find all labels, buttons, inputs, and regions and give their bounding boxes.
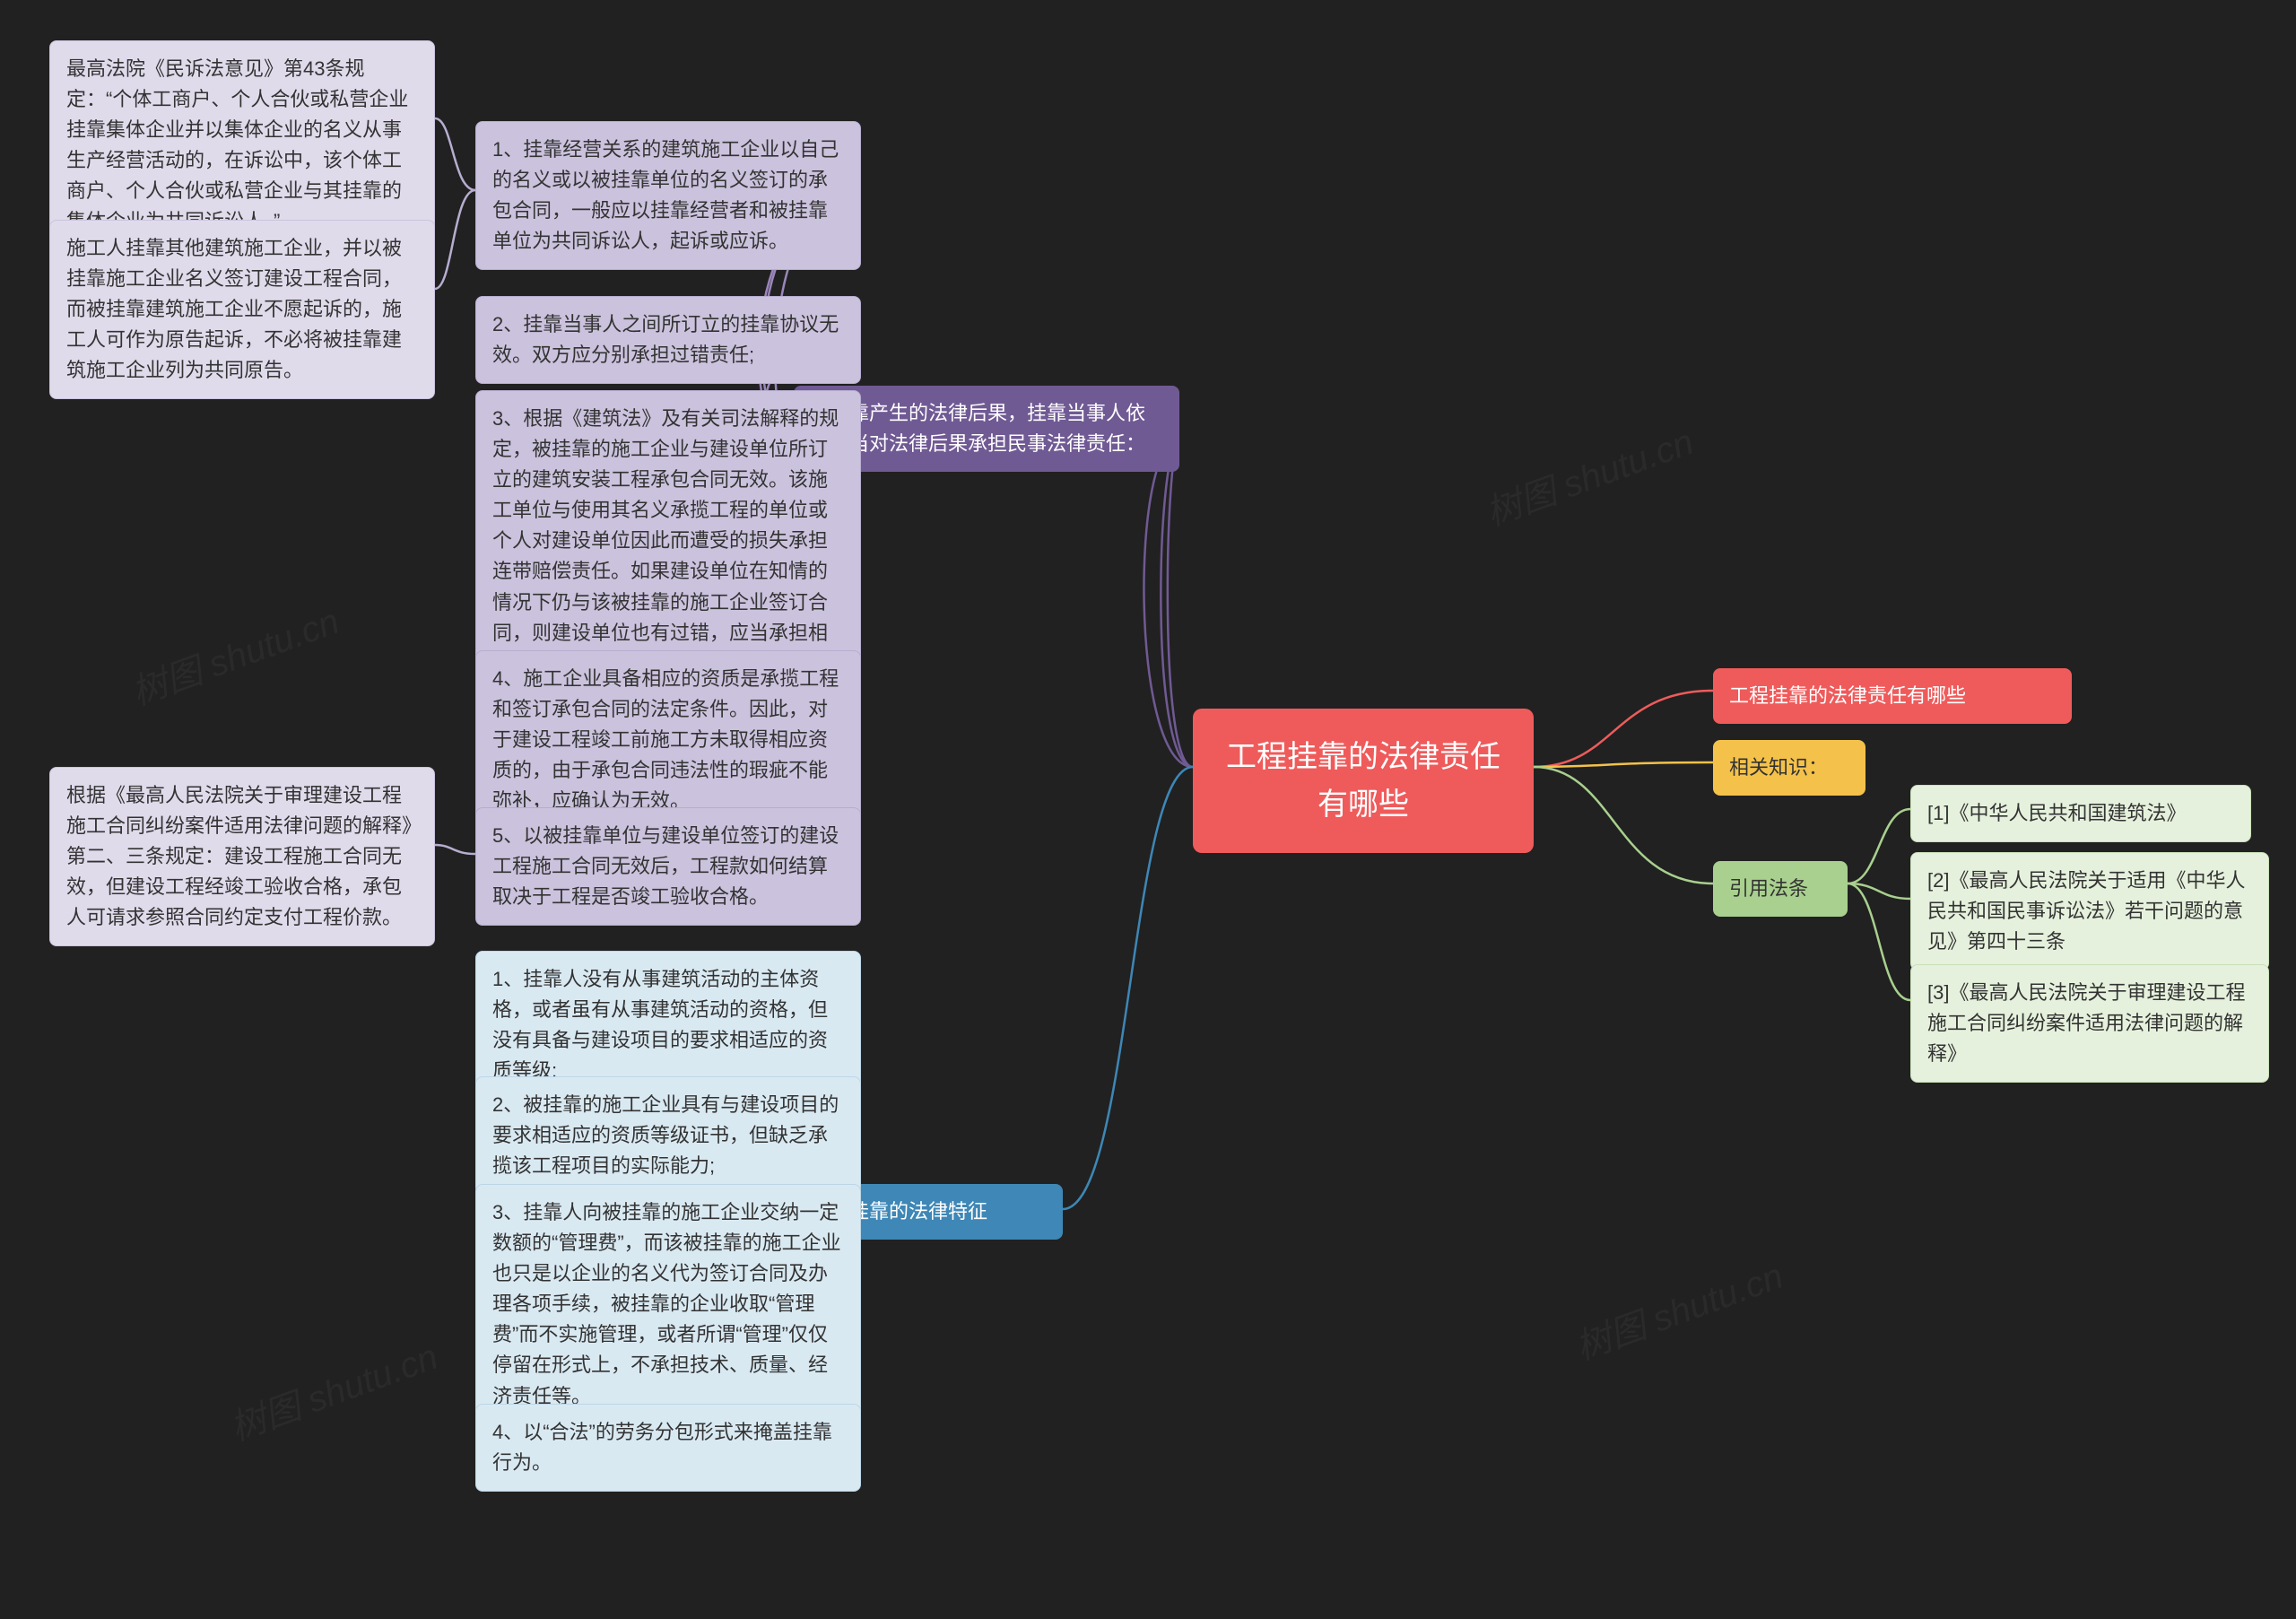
root-label: 工程挂靠的法律责任有哪些 <box>1226 740 1500 822</box>
purple-leaf-1b-label: 施工人挂靠其他建筑施工企业，并以被挂靠施工企业名义签订建设工程合同，而被挂靠建筑… <box>66 237 402 381</box>
purple-mid-2[interactable]: 2、挂靠当事人之间所订立的挂靠协议无效。双方应分别承担过错责任; <box>475 296 861 384</box>
watermark: 树图 shutu.cn <box>222 1327 444 1450</box>
right-green-label: 引用法条 <box>1729 877 1808 900</box>
green-leaf-1-label: [1]《中华人民共和国建筑法》 <box>1927 802 2186 824</box>
blue-leaf-4[interactable]: 4、以“合法”的劳务分包形式来掩盖挂靠行为。 <box>475 1404 861 1492</box>
purple-mid-3[interactable]: 3、根据《建筑法》及有关司法解释的规定，被挂靠的施工企业与建设单位所订立的建筑安… <box>475 390 861 692</box>
purple-leaf-1b[interactable]: 施工人挂靠其他建筑施工企业，并以被挂靠施工企业名义签订建设工程合同，而被挂靠建筑… <box>49 220 435 399</box>
right-yellow-label: 相关知识： <box>1729 756 1828 779</box>
green-leaf-2-label: [2]《最高人民法院关于适用《中华人民共和国民事诉讼法》若干问题的意见》第四十三… <box>1927 869 2245 953</box>
purple-mid-1-label: 1、挂靠经营关系的建筑施工企业以自己的名义或以被挂靠单位的名义签订的承包合同，一… <box>492 138 839 252</box>
blue-leaf-1-label: 1、挂靠人没有从事建筑活动的主体资格，或者虽有从事建筑活动的资格，但没有具备与建… <box>492 968 828 1082</box>
blue-leaf-2[interactable]: 2、被挂靠的施工企业具有与建设项目的要求相适应的资质等级证书，但缺乏承揽该工程项… <box>475 1076 861 1195</box>
purple-leaf-5-label: 根据《最高人民法院关于审理建设工程施工合同纠纷案件适用法律问题的解释》第二、三条… <box>66 784 412 928</box>
purple-mid-1[interactable]: 1、挂靠经营关系的建筑施工企业以自己的名义或以被挂靠单位的名义签订的承包合同，一… <box>475 121 861 270</box>
green-leaf-3-label: [3]《最高人民法院关于审理建设工程施工合同纠纷案件适用法律问题的解释》 <box>1927 981 2245 1065</box>
purple-mid-5[interactable]: 5、以被挂靠单位与建设单位签订的建设工程施工合同无效后，工程款如何结算取决于工程… <box>475 807 861 926</box>
purple-mid-4-label: 4、施工企业具备相应的资质是承揽工程和签订承包合同的法定条件。因此，对于建设工程… <box>492 667 839 812</box>
right-node-green[interactable]: 引用法条 <box>1713 861 1848 917</box>
purple-leaf-1a-label: 最高法院《民诉法意见》第43条规定：“个体工商户、个人合伙或私营企业挂靠集体企业… <box>66 57 408 232</box>
blue-leaf-4-label: 4、以“合法”的劳务分包形式来掩盖挂靠行为。 <box>492 1421 832 1474</box>
root-node[interactable]: 工程挂靠的法律责任有哪些 <box>1193 709 1534 853</box>
purple-mid-2-label: 2、挂靠当事人之间所订立的挂靠协议无效。双方应分别承担过错责任; <box>492 313 839 366</box>
purple-leaf-5[interactable]: 根据《最高人民法院关于审理建设工程施工合同纠纷案件适用法律问题的解释》第二、三条… <box>49 767 435 946</box>
blue-leaf-3-label: 3、挂靠人向被挂靠的施工企业交纳一定数额的“管理费”，而该被挂靠的施工企业也只是… <box>492 1201 841 1407</box>
right-node-red[interactable]: 工程挂靠的法律责任有哪些 <box>1713 668 2072 724</box>
watermark: 树图 shutu.cn <box>1477 413 1700 535</box>
green-leaf-3[interactable]: [3]《最高人民法院关于审理建设工程施工合同纠纷案件适用法律问题的解释》 <box>1910 964 2269 1083</box>
green-leaf-2[interactable]: [2]《最高人民法院关于适用《中华人民共和国民事诉讼法》若干问题的意见》第四十三… <box>1910 852 2269 971</box>
watermark: 树图 shutu.cn <box>1567 1247 1789 1370</box>
watermark: 树图 shutu.cn <box>123 592 345 715</box>
purple-mid-5-label: 5、以被挂靠单位与建设单位签订的建设工程施工合同无效后，工程款如何结算取决于工程… <box>492 824 839 908</box>
purple-mid-4[interactable]: 4、施工企业具备相应的资质是承揽工程和签订承包合同的法定条件。因此，对于建设工程… <box>475 650 861 830</box>
purple-mid-3-label: 3、根据《建筑法》及有关司法解释的规定，被挂靠的施工企业与建设单位所订立的建筑安… <box>492 407 839 675</box>
green-leaf-1[interactable]: [1]《中华人民共和国建筑法》 <box>1910 785 2251 842</box>
right-red-label: 工程挂靠的法律责任有哪些 <box>1729 684 1966 707</box>
right-node-yellow[interactable]: 相关知识： <box>1713 740 1866 796</box>
blue-leaf-2-label: 2、被挂靠的施工企业具有与建设项目的要求相适应的资质等级证书，但缺乏承揽该工程项… <box>492 1093 839 1177</box>
blue-leaf-3[interactable]: 3、挂靠人向被挂靠的施工企业交纳一定数额的“管理费”，而该被挂靠的施工企业也只是… <box>475 1184 861 1425</box>
